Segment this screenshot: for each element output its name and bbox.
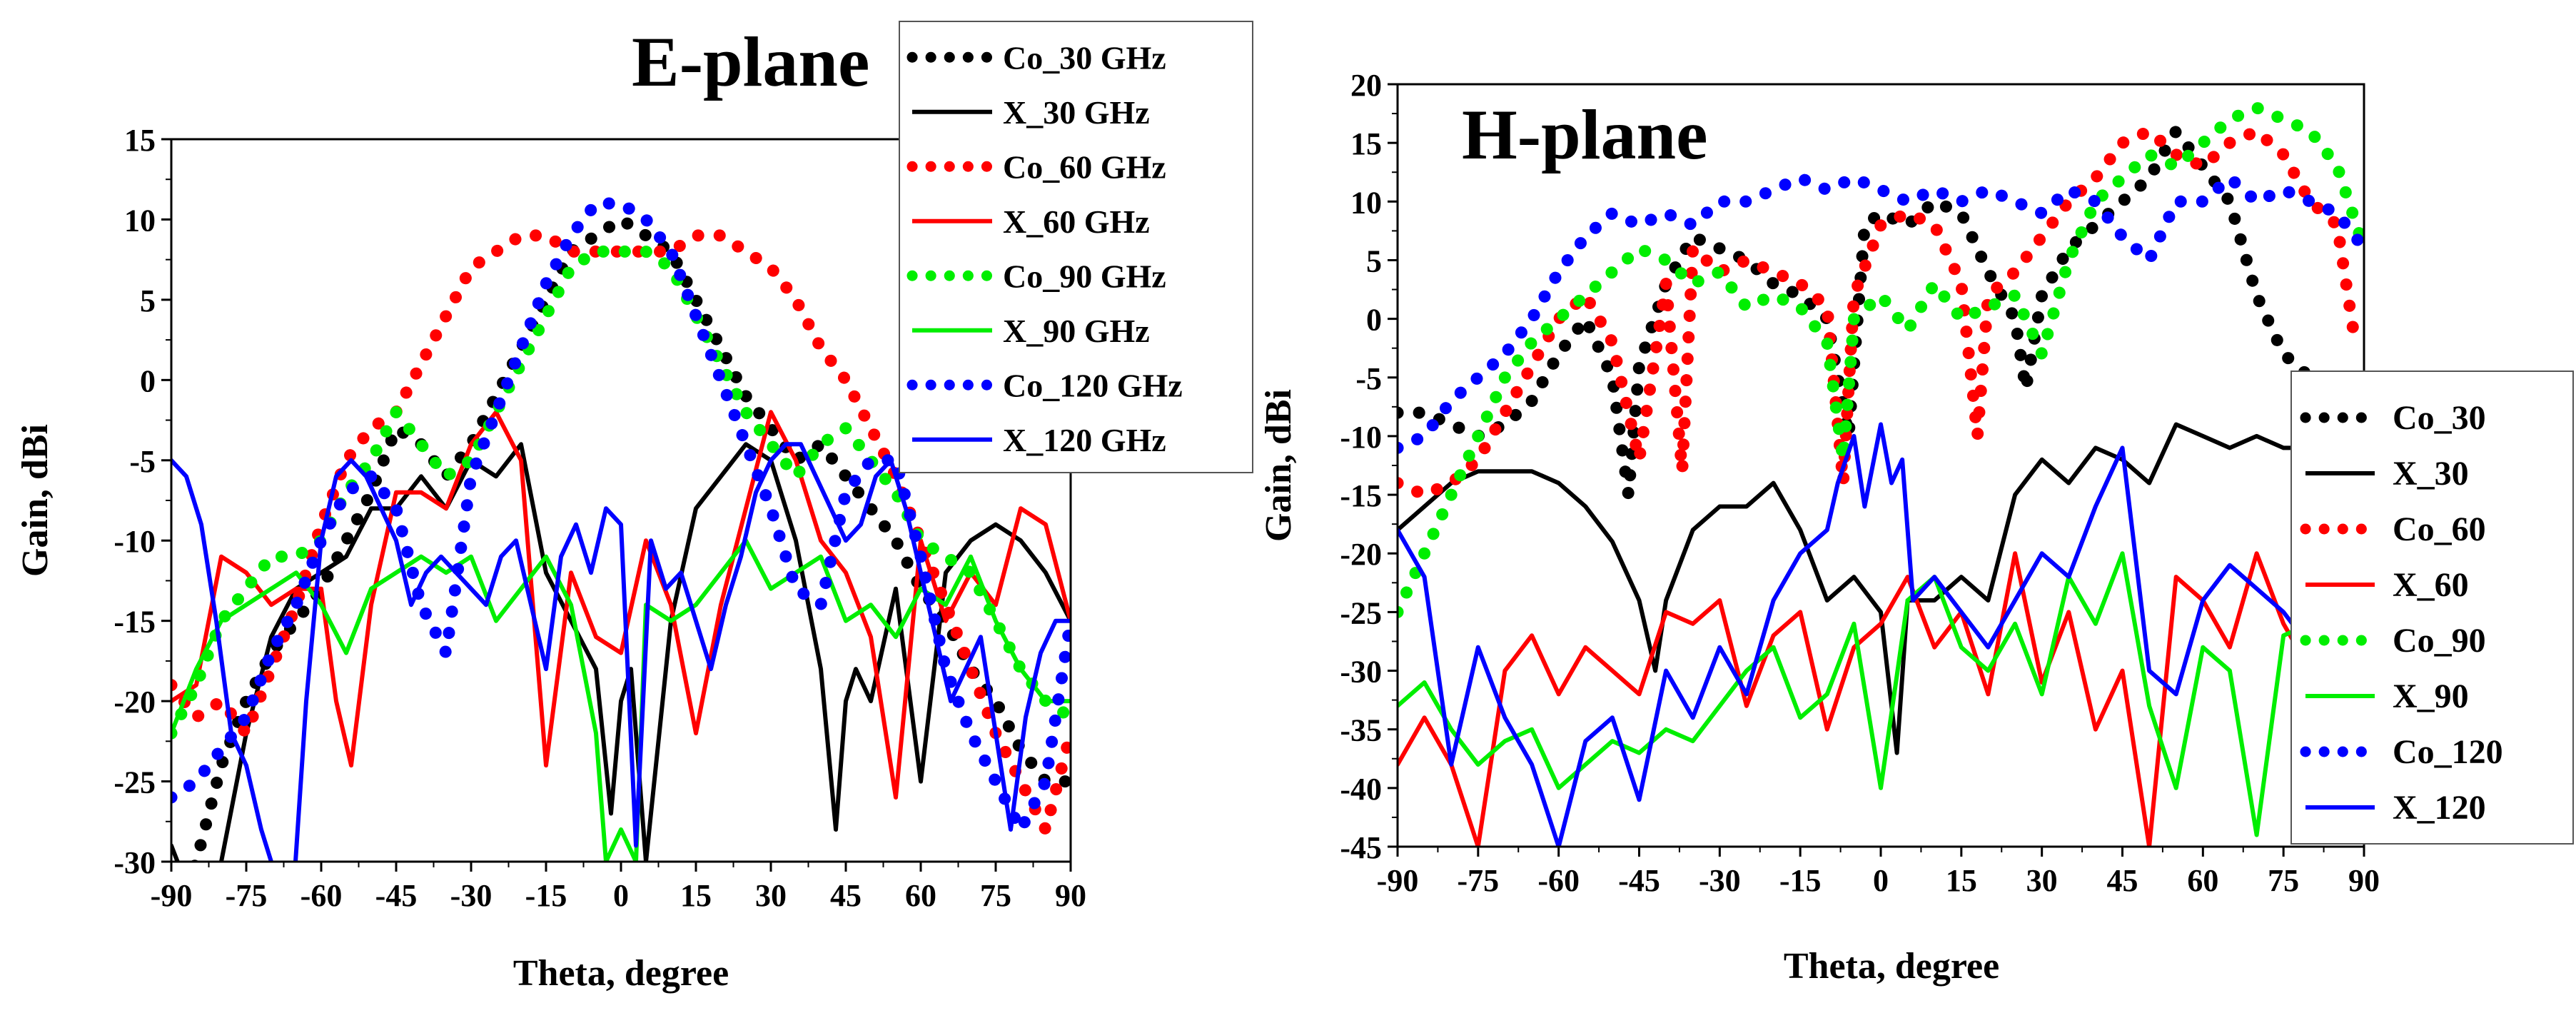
y-tick-label: 10 [124, 203, 156, 238]
h-plane-chart: -90 -75 -60 -45 -30 -15 0 15 30 45 60 75 90 20 15 10 5 0 -… [1258, 68, 2574, 987]
x-tick-label: 30 [755, 878, 787, 913]
x-tick-label: -90 [1377, 863, 1419, 898]
legend-label: X_120 GHz [1003, 422, 1166, 458]
x-tick-label: 90 [2348, 863, 2380, 898]
x-tick-label: -60 [300, 878, 343, 913]
h-plane-legend: Co_30 X_30 Co_60 X_60 Co_90 X_90 Co_120 X_120 [2290, 371, 2574, 845]
legend-label: X_30 GHz [1003, 94, 1150, 131]
e-plane-title: E-plane [632, 22, 869, 101]
series-line-x-120-ghz [171, 442, 1071, 862]
x-tick-label: 0 [613, 878, 629, 913]
x-tick-label: 75 [980, 878, 1011, 913]
series-line-co-60 [1398, 125, 2360, 501]
h-plane-legend-entries: Co_30 X_30 Co_60 X_60 Co_90 X_90 Co_120 X_120 [2300, 399, 2503, 827]
y-tick-label: 0 [140, 363, 156, 398]
y-tick-label: 15 [1350, 126, 1382, 161]
x-tick-label: 60 [2187, 863, 2218, 898]
y-tick-label: -25 [113, 765, 156, 800]
series-line-co-90 [1398, 101, 2364, 618]
y-tick-label: -10 [1340, 420, 1382, 455]
legend-label: Co_60 [2393, 510, 2486, 548]
x-tick-label: -30 [1699, 863, 1741, 898]
x-tick-label: -15 [1779, 863, 1822, 898]
y-tick-label: -30 [1340, 655, 1382, 690]
legend-label: X_90 [2393, 677, 2469, 715]
y-tick-label: 10 [1350, 185, 1382, 220]
y-tick-label: -25 [1340, 595, 1382, 630]
x-tick-label: 45 [830, 878, 862, 913]
e-plane-legend-entries: Co_30 GHz X_30 GHz Co_60 GHz X_60 GHz Co_90 … [906, 39, 1183, 458]
x-tick-label: -60 [1537, 863, 1580, 898]
y-tick-label: -5 [129, 444, 156, 479]
legend-label: X_60 GHz [1003, 203, 1150, 240]
e-plane-legend-box [899, 21, 1253, 473]
x-tick-label: -75 [226, 878, 268, 913]
series-line-x-90 [1398, 551, 2364, 837]
y-tick-label: -15 [1340, 478, 1382, 513]
series-line-co-30 [1398, 125, 2343, 501]
h-plane-axes-frame [1396, 83, 2365, 848]
x-tick-label: 75 [2268, 863, 2299, 898]
y-tick-label: 5 [1366, 243, 1382, 278]
y-tick-label: -20 [1340, 537, 1382, 572]
x-tick-label: 30 [2026, 863, 2058, 898]
y-tick-label: -35 [1340, 713, 1382, 748]
legend-label: Co_90 GHz [1003, 258, 1166, 294]
series-line-x-120 [1398, 422, 2364, 847]
x-tick-label: -45 [375, 878, 418, 913]
x-tick-label: -90 [151, 878, 193, 913]
legend-label: Co_30 [2393, 399, 2486, 437]
legend-label: X_30 [2393, 455, 2469, 493]
e-plane-legend: Co_30 GHz X_30 GHz Co_60 GHz X_60 GHz Co_90 … [899, 21, 1253, 473]
legend-label: X_60 [2393, 566, 2469, 604]
x-tick-label: 0 [1873, 863, 1889, 898]
h-plane-title: H-plane [1462, 95, 1707, 174]
legend-label: Co_120 [2393, 733, 2503, 771]
h-plane-x-axis-label: Theta, degree [1784, 946, 1999, 987]
legend-label: Co_30 GHz [1003, 39, 1166, 76]
x-tick-label: -75 [1458, 863, 1500, 898]
y-tick-label: 20 [1350, 68, 1382, 103]
h-plane-y-axis-label: Gain, dBi [1258, 389, 1299, 542]
y-tick-label: -10 [113, 524, 156, 559]
y-tick-label: -5 [1355, 361, 1382, 396]
y-tick-label: -40 [1340, 772, 1382, 807]
x-tick-label: 15 [680, 878, 712, 913]
e-plane-chart: -90 -75 -60 -45 -30 -15 0 15 30 45 60 75 90 15 10 5 0 -5 -… [15, 21, 1253, 994]
series-line-x-30 [1398, 422, 2364, 755]
y-tick-label: -20 [113, 685, 156, 720]
y-tick-label: -15 [113, 605, 156, 640]
x-tick-label: 15 [1946, 863, 1977, 898]
h-plane-series-layer [1398, 101, 2364, 847]
series-line-x-90-ghz [171, 538, 1071, 862]
y-tick-label: 15 [124, 123, 156, 158]
legend-label: X_120 [2393, 789, 2486, 827]
series-line-x-30-ghz [171, 442, 1071, 862]
e-plane-series-layer [171, 197, 1071, 862]
x-tick-label: -30 [450, 878, 493, 913]
y-tick-label: 5 [140, 283, 156, 318]
x-tick-label: 60 [905, 878, 936, 913]
x-tick-label: -15 [525, 878, 567, 913]
y-tick-label: 0 [1366, 303, 1382, 338]
h-plane-legend-box [2290, 371, 2574, 845]
h-plane-tick-layer: -90 -75 -60 -45 -30 -15 0 15 30 45 60 75 90 20 15 10 5 0 -… [1340, 68, 2380, 898]
y-tick-label: -45 [1340, 830, 1382, 865]
e-plane-x-axis-label: Theta, degree [513, 953, 729, 994]
e-plane-tick-layer: -90 -75 -60 -45 -30 -15 0 15 30 45 60 75 90 15 10 5 0 -5 -… [113, 123, 1086, 913]
legend-label: Co_90 [2393, 622, 2486, 660]
x-tick-label: 45 [2107, 863, 2138, 898]
legend-label: Co_60 GHz [1003, 148, 1166, 185]
x-tick-label: -45 [1618, 863, 1660, 898]
e-plane-y-axis-label: Gain, dBi [15, 424, 56, 577]
y-tick-label: -30 [113, 845, 156, 880]
series-line-co-120 [1398, 171, 2364, 454]
x-tick-label: 90 [1055, 878, 1086, 913]
legend-label: X_90 GHz [1003, 313, 1150, 349]
legend-label: Co_120 GHz [1003, 367, 1183, 403]
